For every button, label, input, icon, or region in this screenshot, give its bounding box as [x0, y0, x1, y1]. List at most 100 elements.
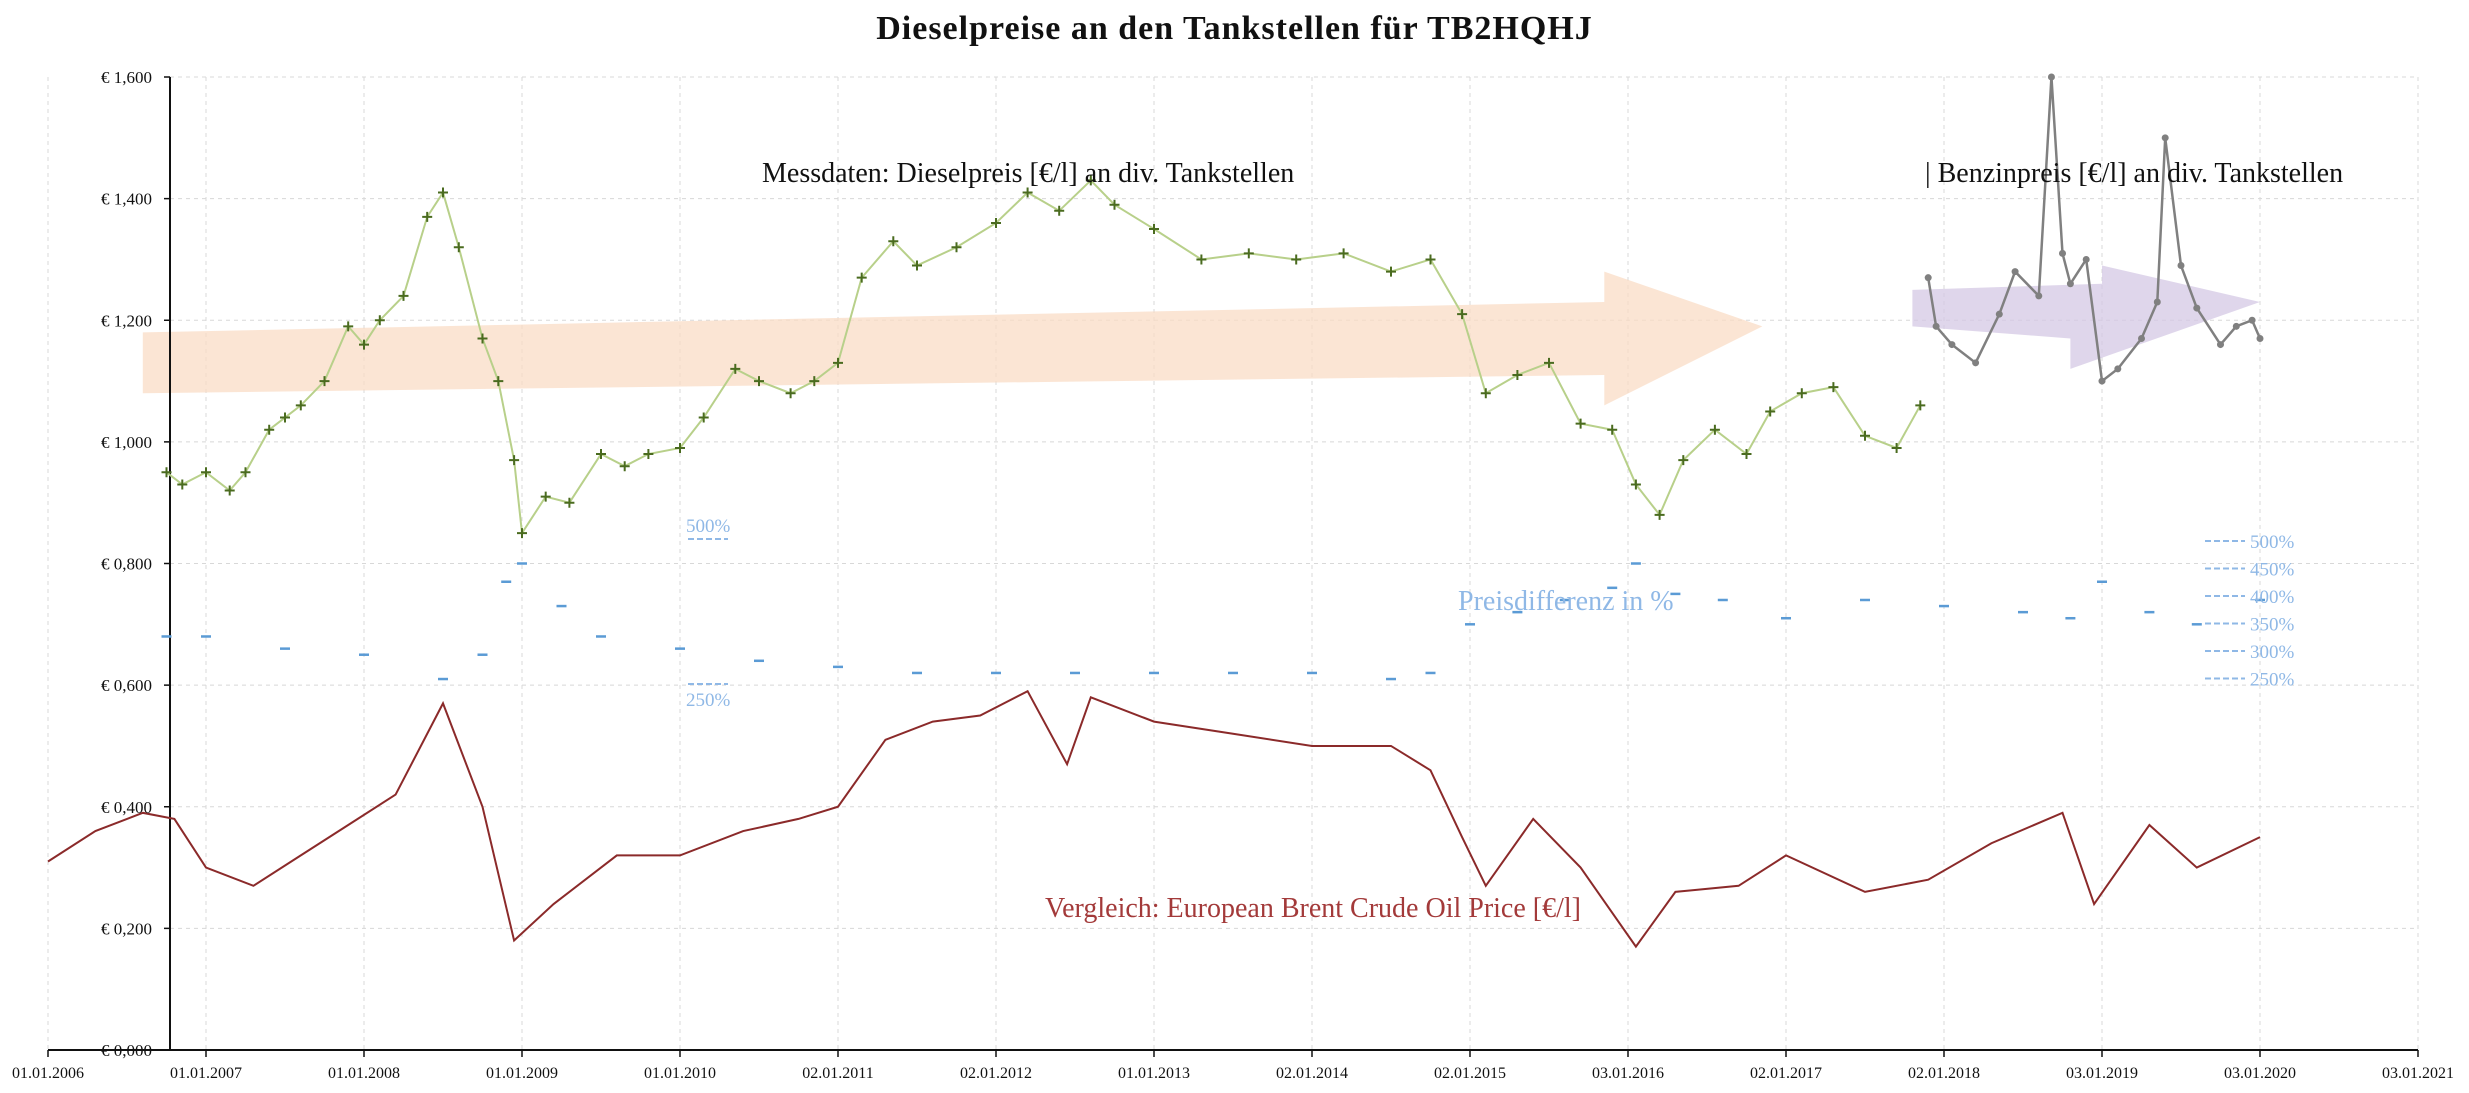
pct-right-label: 250% — [2250, 670, 2295, 691]
diesel-point — [398, 290, 409, 301]
diesel-point — [698, 412, 709, 423]
diesel-point — [1575, 418, 1586, 429]
benzin-series — [1924, 73, 2264, 385]
diesel-series — [161, 175, 1926, 539]
x-tick-label: 01.01.2009 — [486, 1065, 558, 1082]
diesel-point — [643, 449, 654, 460]
diesel-point — [540, 491, 551, 502]
diesel-point — [453, 242, 464, 253]
diesel-point — [1196, 254, 1207, 265]
y-tick-label: € 1,600 — [101, 68, 152, 87]
diesel-point — [161, 467, 172, 478]
diesel-point — [1085, 175, 1096, 186]
benzin-point — [2066, 280, 2074, 288]
diesel-point — [1607, 424, 1618, 435]
diesel-point — [1915, 400, 1926, 411]
diesel-trend-arrow — [142, 271, 1763, 406]
diesel-point — [754, 376, 764, 387]
pct-500-left: 500% — [686, 516, 731, 537]
y-tick-label: € 1,000 — [101, 433, 152, 452]
x-tick-label: 03.01.2020 — [2224, 1065, 2296, 1082]
diesel-point — [888, 236, 899, 247]
benzin-line — [1926, 76, 2262, 384]
ticks: € 0,000 € 0,200 € 0,400 € 0,600 € 0,800 € 1,0… — [12, 68, 2454, 1082]
x-tick-label: 02.01.2015 — [1434, 1065, 1506, 1082]
x-tick-label: 01.01.2006 — [12, 1065, 84, 1082]
diesel-point — [564, 497, 575, 508]
y-tick-label: € 0,000 — [101, 1041, 152, 1060]
benzin-point — [2114, 365, 2122, 373]
y-tick-label: € 0,400 — [101, 798, 152, 817]
diesel-point — [1544, 357, 1554, 368]
x-tick-label: 03.01.2021 — [2382, 1065, 2454, 1082]
diesel-annotation: Messdaten: Dieselpreis [€/l] an div. Tan… — [762, 158, 1294, 189]
diesel-point — [833, 357, 843, 368]
diesel-point — [280, 412, 290, 423]
diesel-point — [1243, 248, 1254, 259]
x-tick-label: 01.01.2013 — [1118, 1065, 1190, 1082]
diesel-point — [201, 467, 211, 478]
benzin-point — [2193, 304, 2201, 312]
diesel-point — [264, 424, 275, 435]
y-tick-label: € 1,200 — [101, 311, 152, 330]
y-tick-label: € 1,400 — [101, 190, 152, 209]
trend-arrows — [142, 265, 2260, 406]
diesel-point — [1291, 254, 1302, 265]
pct-right-label: 350% — [2250, 615, 2295, 636]
x-tick-label: 02.01.2018 — [1908, 1065, 1980, 1082]
diesel-point — [319, 376, 330, 387]
benzin-point — [2256, 334, 2264, 342]
x-tick-label: 02.01.2017 — [1750, 1065, 1822, 1082]
diff-annotation: Preisdifferenz in % — [1458, 586, 1674, 617]
diesel-point — [619, 461, 630, 472]
benzin-point — [2177, 262, 2185, 270]
diesel-point — [675, 442, 685, 453]
y-tick-label: € 0,200 — [101, 919, 152, 938]
benzin-point — [2248, 316, 2256, 324]
diesel-point — [1678, 455, 1689, 466]
diesel-point — [1338, 248, 1349, 259]
diesel-point — [991, 217, 1001, 228]
benzin-point — [2059, 249, 2066, 257]
diesel-point — [1796, 388, 1807, 399]
brent-annotation: Vergleich: European Brent Crude Oil Pric… — [1045, 893, 1581, 924]
diesel-point — [596, 449, 606, 460]
diesel-point — [951, 242, 962, 253]
diesel-point — [1109, 199, 1120, 210]
diesel-point — [730, 363, 741, 374]
diesel-point — [1425, 254, 1436, 265]
x-tick-label: 03.01.2019 — [2066, 1065, 2138, 1082]
diesel-point — [1891, 442, 1902, 453]
x-tick-label: 01.01.2007 — [170, 1065, 242, 1082]
diesel-point — [422, 211, 433, 222]
benzin-point — [2011, 268, 2019, 276]
benzin-point — [1932, 322, 1940, 330]
diesel-point — [856, 272, 867, 283]
diesel-point — [1149, 224, 1159, 235]
diesel-point — [438, 187, 448, 198]
diesel-point — [359, 339, 369, 350]
grid — [47, 76, 2419, 1051]
benzin-point — [1995, 310, 2003, 318]
diesel-point — [224, 485, 235, 496]
diesel-point — [1741, 449, 1752, 460]
pct-scale-right: 500% 450% 400% 350% 300% 250% — [2205, 532, 2295, 691]
brent-series — [47, 689, 2261, 949]
benzin-point — [2161, 134, 2169, 142]
diesel-point — [1022, 187, 1033, 198]
benzin-point — [2232, 322, 2240, 330]
x-tick-label: 02.01.2014 — [1276, 1065, 1348, 1082]
diesel-point — [1054, 205, 1065, 216]
y-tick-label: € 0,800 — [101, 555, 152, 574]
diesel-point — [1512, 369, 1523, 380]
x-tick-label: 03.01.2016 — [1592, 1065, 1664, 1082]
chart-title: Dieselpreise an den Tankstellen für TB2H… — [876, 10, 1593, 47]
diesel-point — [374, 315, 385, 326]
diesel-point — [912, 260, 922, 271]
diesel-point — [1860, 430, 1870, 441]
benzin-point — [2217, 341, 2224, 349]
diesel-point — [1765, 406, 1776, 417]
x-tick-label: 01.01.2010 — [644, 1065, 716, 1082]
y-tick-label: € 0,600 — [101, 676, 152, 695]
